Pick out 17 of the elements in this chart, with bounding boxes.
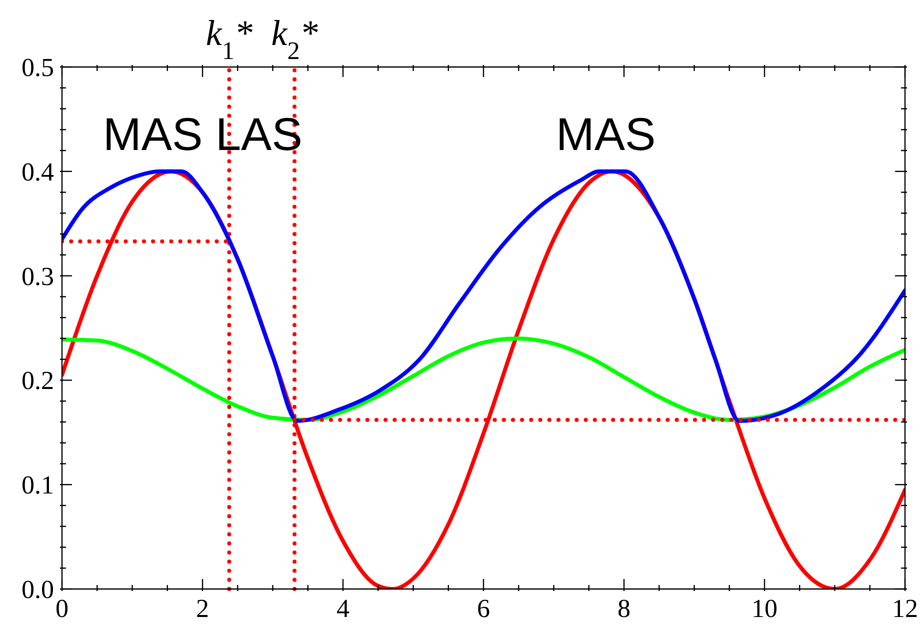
x-tick-label: 2 xyxy=(196,594,209,623)
y-tick-label: 0.3 xyxy=(22,262,54,291)
annotation: MAS xyxy=(556,108,656,160)
x-tick-label: 6 xyxy=(477,594,490,623)
x-tick-label: 4 xyxy=(336,594,350,623)
y-tick-label: 0.0 xyxy=(22,575,54,604)
y-tick-label: 0.1 xyxy=(22,470,54,500)
x-tick-label: 12 xyxy=(892,594,918,623)
ref-line-label: k$_{2}$* xyxy=(271,13,318,64)
x-tick-label: 8 xyxy=(618,594,630,623)
ref-line-label: k$_{1}$* xyxy=(206,13,252,64)
x-tick-label: 0 xyxy=(56,594,68,623)
y-tick-label: 0.2 xyxy=(22,366,54,396)
y-tick-label: 0.5 xyxy=(22,53,54,82)
x-tick-label: 10 xyxy=(752,594,778,623)
y-tick-label: 0.4 xyxy=(22,157,54,186)
annotation: MAS LAS xyxy=(103,108,302,160)
